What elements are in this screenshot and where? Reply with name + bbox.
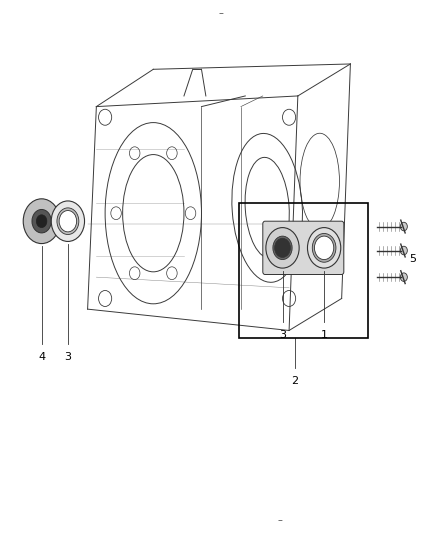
Circle shape (273, 236, 292, 260)
Circle shape (51, 201, 85, 241)
Circle shape (312, 233, 336, 262)
Circle shape (59, 211, 77, 232)
Circle shape (314, 236, 334, 260)
Circle shape (36, 215, 47, 228)
Text: 3: 3 (279, 330, 286, 341)
Text: 5: 5 (410, 254, 417, 263)
Circle shape (57, 208, 79, 235)
Circle shape (400, 222, 407, 231)
Bar (239, 203, 368, 338)
Circle shape (23, 199, 60, 244)
Circle shape (32, 209, 51, 233)
FancyBboxPatch shape (263, 221, 344, 274)
Text: 1: 1 (321, 330, 328, 341)
Text: –: – (219, 9, 224, 18)
Circle shape (266, 228, 299, 268)
Circle shape (307, 228, 341, 268)
Circle shape (400, 246, 407, 255)
Circle shape (400, 273, 407, 281)
Text: 3: 3 (64, 352, 71, 362)
Text: –: – (278, 515, 283, 524)
Text: 2: 2 (291, 376, 298, 386)
Circle shape (275, 238, 290, 257)
Text: 4: 4 (38, 352, 45, 362)
